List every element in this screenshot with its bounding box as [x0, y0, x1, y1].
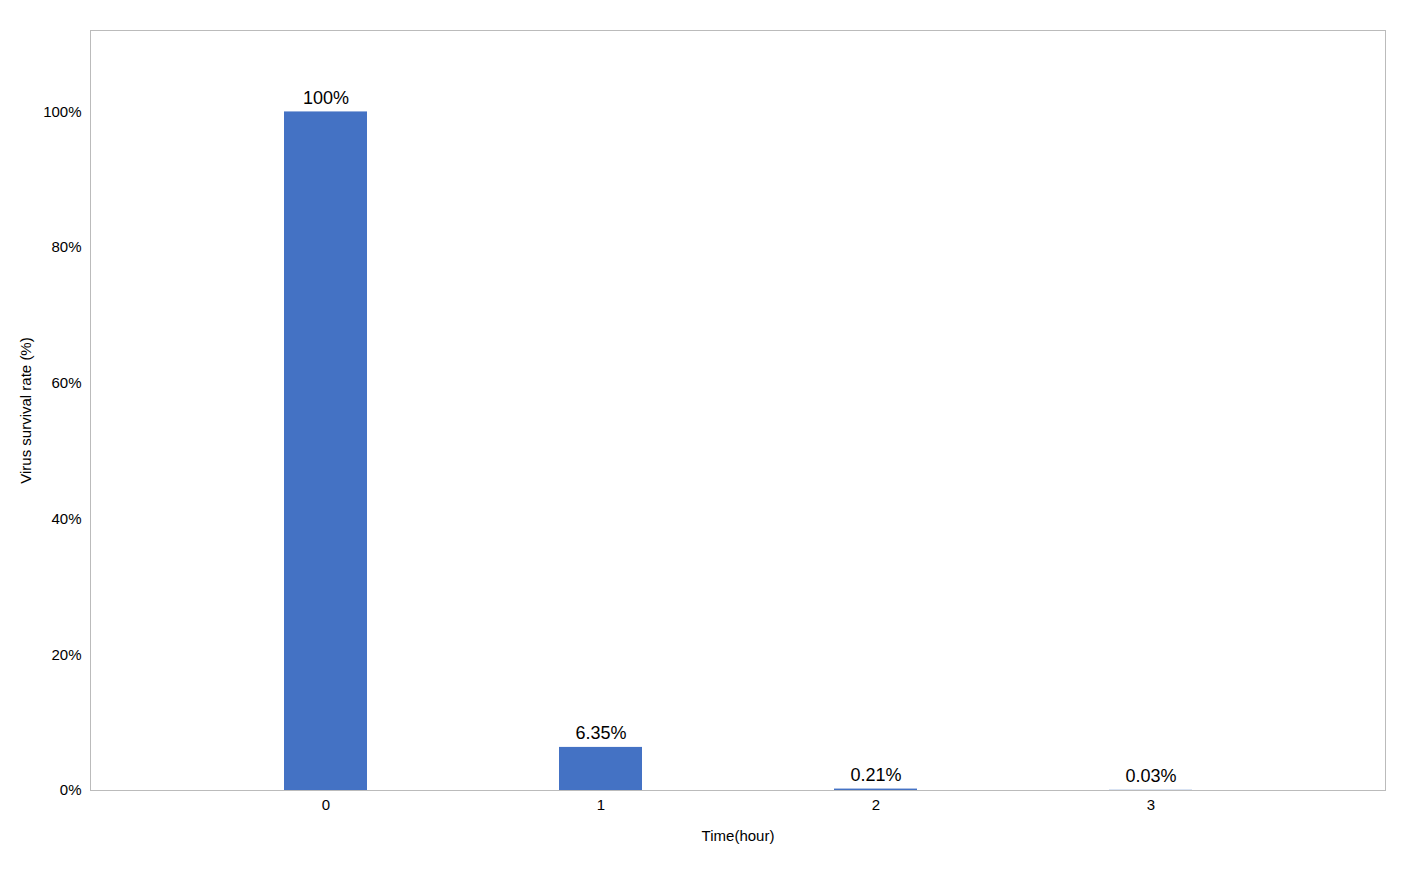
- svg-text:Time(hour): Time(hour): [702, 827, 775, 844]
- svg-text:1: 1: [597, 796, 605, 813]
- svg-text:Virus survival rate (%): Virus survival rate (%): [17, 337, 34, 483]
- svg-text:0.21%: 0.21%: [850, 765, 901, 785]
- svg-text:0%: 0%: [60, 781, 82, 798]
- svg-text:0: 0: [322, 796, 330, 813]
- svg-text:0.03%: 0.03%: [1125, 766, 1176, 786]
- svg-text:40%: 40%: [51, 510, 81, 527]
- svg-text:2: 2: [872, 796, 880, 813]
- svg-text:20%: 20%: [51, 646, 81, 663]
- svg-text:80%: 80%: [51, 238, 81, 255]
- svg-text:6.35%: 6.35%: [575, 723, 626, 743]
- svg-text:3: 3: [1147, 796, 1155, 813]
- svg-text:100%: 100%: [303, 88, 349, 108]
- svg-text:60%: 60%: [51, 374, 81, 391]
- svg-text:100%: 100%: [43, 103, 81, 120]
